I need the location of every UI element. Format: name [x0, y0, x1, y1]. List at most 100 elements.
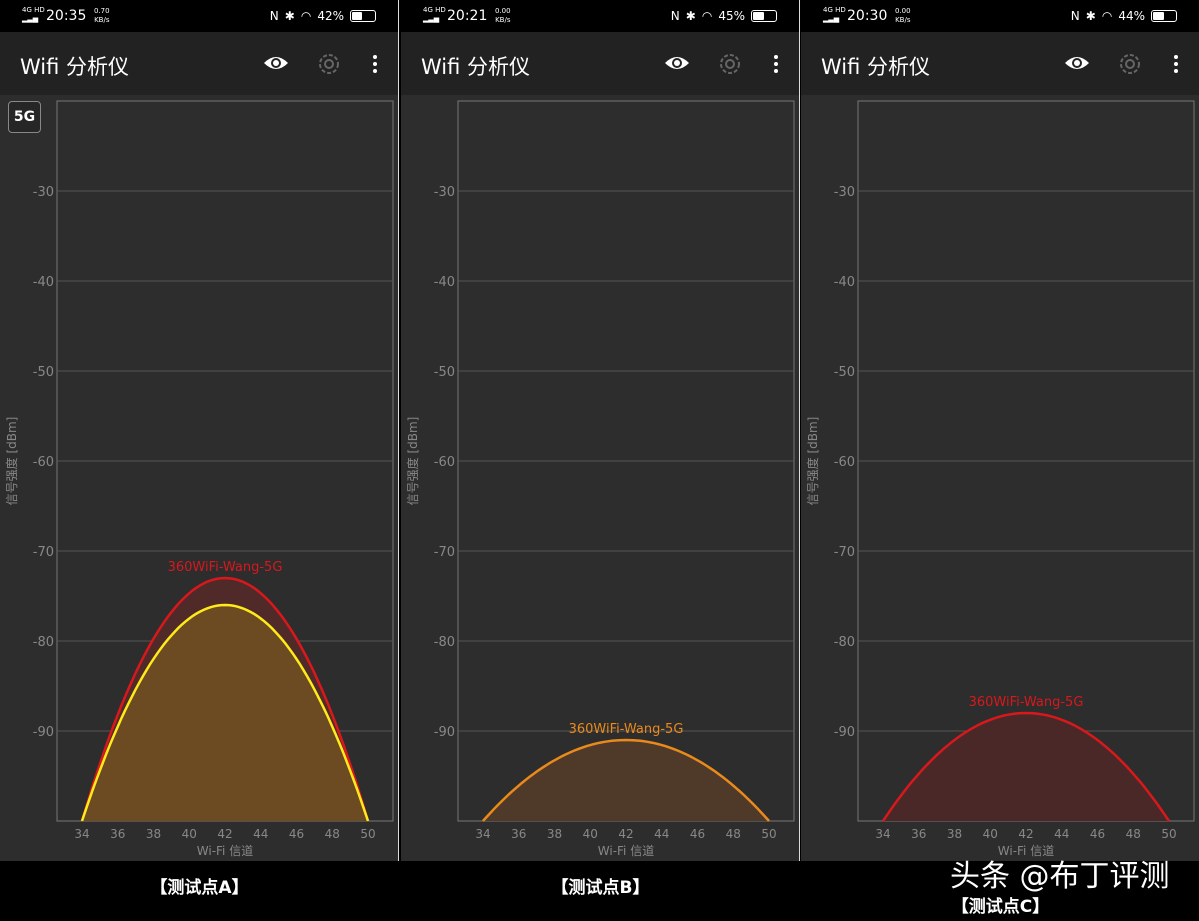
x-tick-label: 44 — [1054, 827, 1069, 841]
phone-screen-2: 4G HD ▂▃▅ 20:21 0.00 KB/s N ✱ ◠ 45% Wifi 分析仪 -30 -4… — [401, 0, 800, 861]
x-tick-label: 50 — [1161, 827, 1176, 841]
x-tick-label: 44 — [253, 827, 268, 841]
status-time: 20:30 — [847, 8, 888, 24]
speed-value: 0.00 — [895, 7, 911, 15]
y-tick-label: -70 — [33, 545, 54, 560]
x-tick-label: 40 — [182, 827, 197, 841]
eye-icon[interactable] — [664, 54, 690, 76]
signal-area — [483, 740, 769, 821]
caption: 【测试点C】 — [951, 897, 1050, 917]
y-tick-label: -40 — [834, 275, 855, 290]
x-tick-label: 40 — [983, 827, 998, 841]
status-bar: 4G HD ▂▃▅ 20:21 0.00 KB/s N ✱ ◠ 45% — [401, 0, 799, 32]
y-axis-label: 信号强度 [dBm] — [405, 417, 420, 506]
y-tick-label: -40 — [434, 275, 455, 290]
y-tick-label: -30 — [834, 185, 855, 200]
more-vert-icon[interactable] — [771, 53, 781, 75]
eye-icon[interactable] — [263, 54, 289, 76]
x-tick-label: 48 — [325, 827, 340, 841]
speed-value: 0.00 — [495, 7, 511, 15]
cellular-signal-icon: ▂▃▅ — [423, 15, 440, 23]
speed-unit: KB/s — [895, 16, 911, 24]
x-axis-label: Wi-Fi 信道 — [197, 844, 253, 858]
more-vert-icon[interactable] — [1171, 53, 1181, 75]
signal-chart: -30 -40 -50 -60 -70 -80 -90 34 36 38 40 42 44 46 48 50 W… — [805, 100, 1195, 858]
speed-unit: KB/s — [94, 16, 110, 24]
x-tick-label: 34 — [475, 827, 490, 841]
x-tick-label: 42 — [217, 827, 232, 841]
x-tick-label: 50 — [761, 827, 776, 841]
status-icons: N ✱ ◠ 42% — [270, 9, 376, 23]
network-speed: 0.70 KB/s — [94, 7, 110, 25]
x-tick-label: 38 — [547, 827, 562, 841]
x-tick-label: 38 — [146, 827, 161, 841]
x-tick-label: 48 — [1126, 827, 1141, 841]
status-time: 20:35 — [46, 8, 87, 24]
y-axis-label: 信号强度 [dBm] — [805, 417, 820, 506]
app-bar: Wifi 分析仪 — [401, 32, 799, 95]
x-tick-label: 46 — [1090, 827, 1105, 841]
x-tick-label: 34 — [74, 827, 89, 841]
cellular-signal: 4G HD ▂▃▅ — [823, 6, 846, 24]
app-title: Wifi 分析仪 — [421, 55, 531, 79]
watermark: 头条 @布丁评测 — [950, 859, 1170, 894]
x-tick-label: 40 — [583, 827, 598, 841]
wifi-icon: ◠ — [300, 9, 312, 23]
signal-curve — [80, 603, 370, 822]
y-tick-label: -40 — [33, 275, 54, 290]
x-tick-label: 50 — [360, 827, 375, 841]
nfc-icon: N — [1070, 9, 1080, 23]
x-tick-label: 36 — [911, 827, 926, 841]
battery-percent: 42% — [317, 9, 344, 23]
signal-curve — [482, 738, 770, 822]
y-tick-label: -80 — [434, 635, 455, 650]
gear-icon[interactable] — [717, 51, 743, 81]
x-tick-label: 44 — [654, 827, 669, 841]
gear-icon[interactable] — [316, 51, 342, 81]
status-icons: N ✱ ◠ 44% — [1071, 9, 1177, 23]
x-tick-label: 48 — [726, 827, 741, 841]
signal-chart: -30 -40 -50 -60 -70 -80 -90 34 36 38 40 42 44 46 48 50 W… — [4, 100, 394, 858]
phone-screen-1: 4G HD ▂▃▅ 20:35 0.70 KB/s N ✱ ◠ 42% Wifi 分析仪 -30 -4… — [0, 0, 399, 861]
network-type: 4G HD — [423, 6, 446, 14]
y-tick-label: -50 — [33, 365, 54, 380]
speed-value: 0.70 — [94, 7, 110, 15]
app-title: Wifi 分析仪 — [821, 55, 931, 79]
status-icons: N ✱ ◠ 45% — [671, 9, 777, 23]
wifi-icon: ◠ — [701, 9, 713, 23]
x-tick-label: 36 — [511, 827, 526, 841]
battery-icon — [1151, 10, 1177, 22]
x-tick-label: 42 — [618, 827, 633, 841]
x-tick-label: 38 — [947, 827, 962, 841]
y-tick-label: -90 — [834, 725, 855, 740]
app-title: Wifi 分析仪 — [20, 55, 130, 79]
band-5g-button[interactable]: 5G — [8, 101, 41, 133]
gear-icon[interactable] — [1117, 51, 1143, 81]
y-tick-label: -50 — [834, 365, 855, 380]
bluetooth-icon: ✱ — [284, 9, 295, 23]
network-label: 360WiFi-Wang-5G — [969, 695, 1084, 710]
signal-curve — [881, 711, 1171, 822]
network-speed: 0.00 KB/s — [495, 7, 511, 25]
y-tick-label: -90 — [33, 725, 54, 740]
x-tick-label: 46 — [289, 827, 304, 841]
eye-icon[interactable] — [1064, 54, 1090, 76]
battery-percent: 45% — [718, 9, 745, 23]
y-tick-label: -80 — [834, 635, 855, 650]
y-tick-label: -70 — [834, 545, 855, 560]
network-label: 360WiFi-Wang-5G — [168, 560, 283, 575]
app-bar: Wifi 分析仪 — [0, 32, 398, 95]
x-tick-label: 42 — [1018, 827, 1033, 841]
network-speed: 0.00 KB/s — [895, 7, 911, 25]
more-vert-icon[interactable] — [370, 53, 380, 75]
y-tick-label: -60 — [834, 455, 855, 470]
x-tick-label: 36 — [110, 827, 125, 841]
status-time: 20:21 — [447, 8, 488, 24]
battery-percent: 44% — [1118, 9, 1145, 23]
y-tick-label: -30 — [434, 185, 455, 200]
network-type: 4G HD — [22, 6, 45, 14]
caption: 【测试点A】 — [150, 878, 249, 898]
y-tick-label: -50 — [434, 365, 455, 380]
cellular-signal: 4G HD ▂▃▅ — [423, 6, 446, 24]
bluetooth-icon: ✱ — [685, 9, 696, 23]
